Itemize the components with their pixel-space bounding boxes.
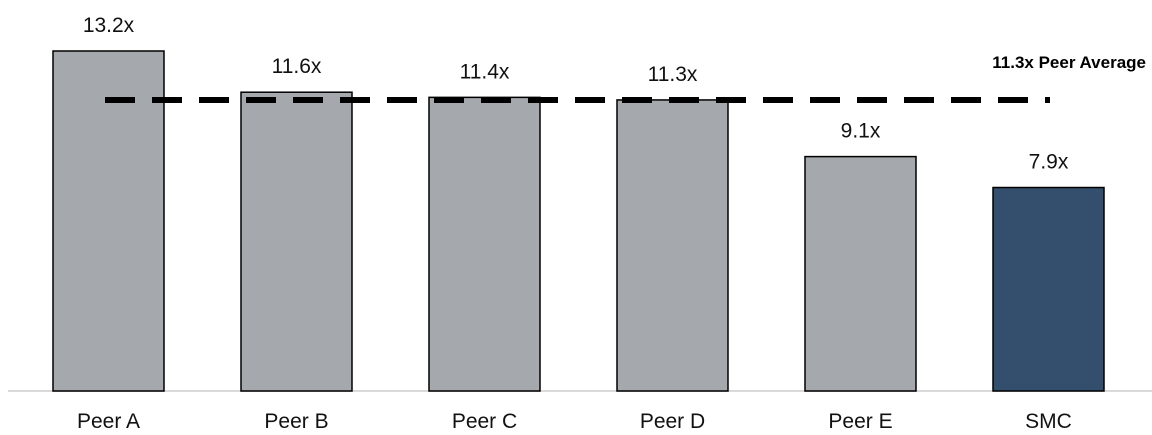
value-label-peer-c: 11.4x bbox=[460, 60, 510, 83]
peer-average-label: 11.3x Peer Average bbox=[992, 53, 1146, 72]
value-label-peer-a: 13.2x bbox=[83, 14, 135, 37]
bar-peer-b bbox=[240, 91, 353, 392]
value-label-peer-b: 11.6x bbox=[272, 55, 322, 78]
category-label-smc: SMC bbox=[1025, 410, 1072, 433]
category-label-peer-e: Peer E bbox=[828, 410, 892, 433]
bar-smc bbox=[992, 186, 1105, 392]
bar-peer-c bbox=[428, 96, 541, 392]
category-label-peer-b: Peer B bbox=[264, 410, 328, 433]
bar-peer-d bbox=[616, 99, 729, 392]
bar-peer-e bbox=[804, 155, 917, 392]
category-label-peer-c: Peer C bbox=[452, 410, 517, 433]
value-label-peer-d: 11.3x bbox=[648, 63, 698, 86]
bar-peer-a bbox=[52, 50, 165, 392]
value-label-smc: 7.9x bbox=[1029, 151, 1069, 174]
labels-group: 13.2x Peer A 11.6x Peer B 11.4x Peer C 11.3x Pe… bbox=[77, 14, 1072, 433]
bars-group bbox=[52, 50, 1105, 392]
category-label-peer-d: Peer D bbox=[640, 410, 705, 433]
category-label-peer-a: Peer A bbox=[77, 410, 140, 433]
value-label-peer-e: 9.1x bbox=[841, 120, 881, 143]
